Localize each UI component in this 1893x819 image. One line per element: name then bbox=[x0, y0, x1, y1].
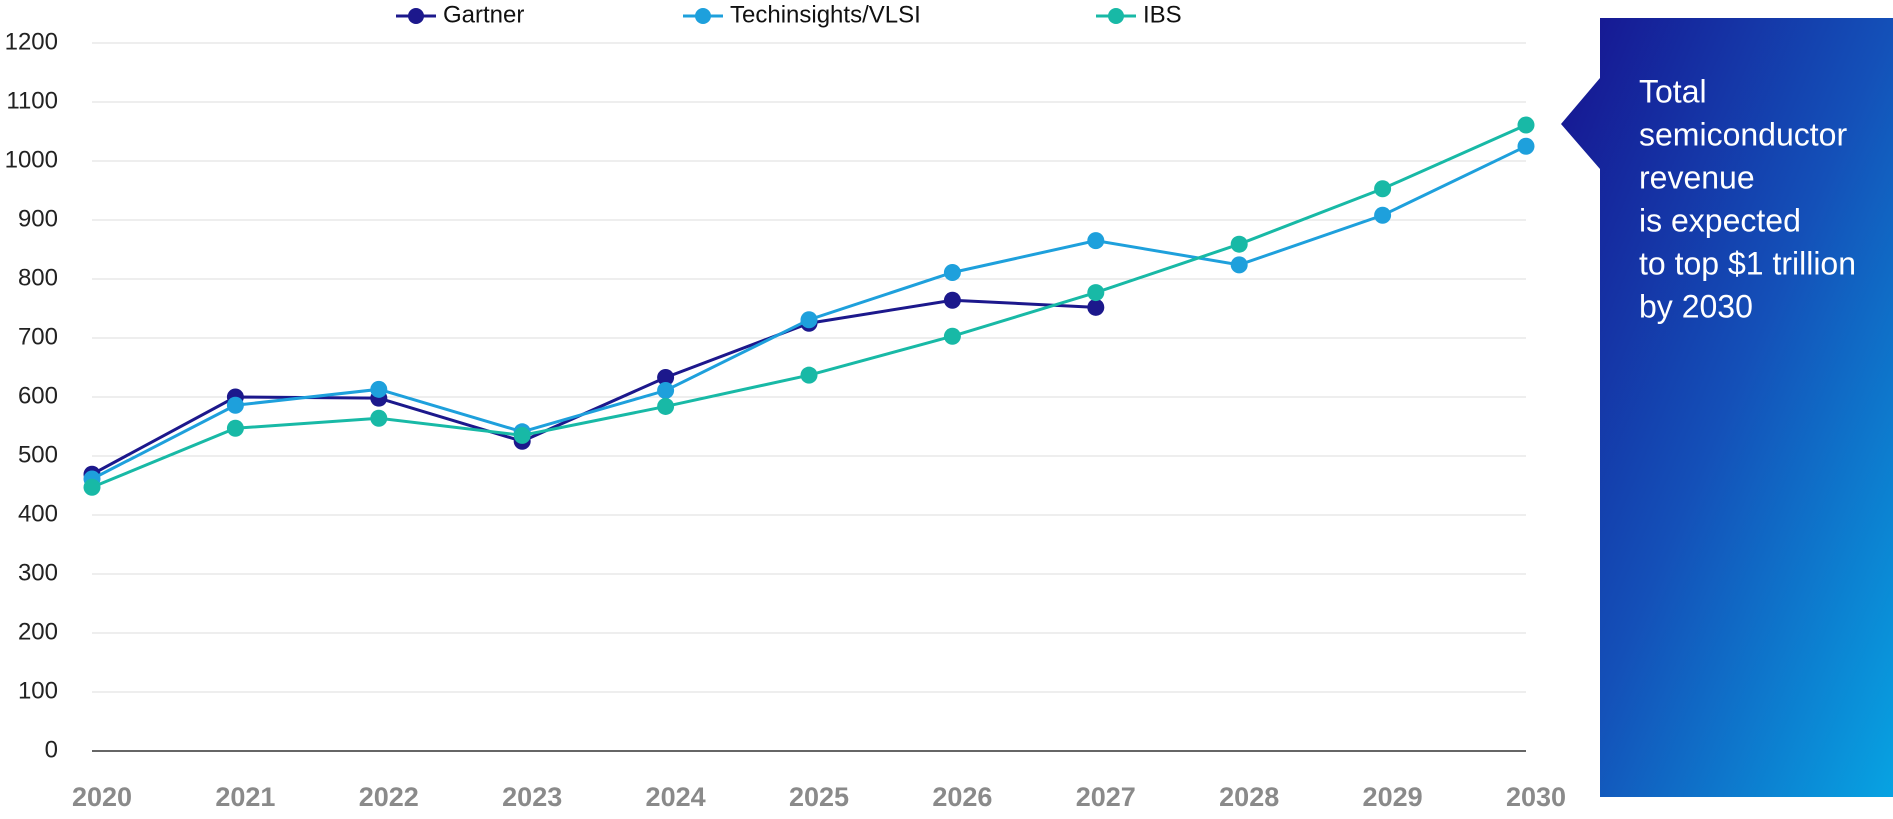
data-point bbox=[1517, 116, 1535, 134]
data-point bbox=[943, 291, 961, 309]
data-point bbox=[1374, 206, 1392, 224]
x-tick-label: 2030 bbox=[1506, 782, 1566, 812]
legend-label: Gartner bbox=[443, 1, 524, 28]
annotation-line: is expected bbox=[1639, 202, 1801, 238]
legend-marker bbox=[695, 8, 711, 24]
data-point bbox=[657, 369, 675, 387]
data-point bbox=[1230, 256, 1248, 274]
data-point bbox=[657, 382, 675, 400]
data-point bbox=[1230, 235, 1248, 253]
legend-label: IBS bbox=[1143, 1, 1182, 28]
data-point bbox=[943, 327, 961, 345]
data-point bbox=[226, 419, 244, 437]
callout-box bbox=[1561, 18, 1893, 797]
data-point bbox=[1087, 284, 1105, 302]
x-tick-label: 2029 bbox=[1363, 782, 1423, 812]
x-tick-label: 2028 bbox=[1219, 782, 1279, 812]
series-line bbox=[91, 123, 1527, 489]
y-tick-label: 1200 bbox=[5, 28, 58, 55]
x-tick-label: 2026 bbox=[932, 782, 992, 812]
x-tick-label: 2023 bbox=[502, 782, 562, 812]
data-point bbox=[1087, 298, 1105, 316]
x-tick-label: 2027 bbox=[1076, 782, 1136, 812]
annotation-line: Total bbox=[1639, 73, 1707, 109]
legend-label: Techinsights/VLSI bbox=[730, 1, 921, 28]
y-tick-label: 900 bbox=[18, 205, 58, 232]
data-point bbox=[800, 366, 818, 384]
y-tick-label: 1000 bbox=[5, 146, 58, 173]
data-point bbox=[83, 478, 101, 496]
data-point bbox=[1374, 180, 1392, 198]
x-tick-label: 2020 bbox=[72, 782, 132, 812]
data-point bbox=[943, 264, 961, 282]
x-tick-label: 2024 bbox=[646, 782, 706, 812]
y-tick-label: 0 bbox=[45, 736, 58, 763]
data-point bbox=[657, 397, 675, 415]
annotation-line: by 2030 bbox=[1639, 288, 1753, 324]
y-tick-label: 400 bbox=[18, 500, 58, 527]
data-point bbox=[370, 409, 388, 427]
y-tick-label: 700 bbox=[18, 323, 58, 350]
y-tick-label: 500 bbox=[18, 441, 58, 468]
y-tick-label: 800 bbox=[18, 264, 58, 291]
annotation-line: to top $1 trillion bbox=[1639, 245, 1856, 281]
data-point bbox=[370, 380, 388, 398]
y-tick-label: 200 bbox=[18, 618, 58, 645]
y-tick-label: 1100 bbox=[6, 87, 58, 114]
data-point bbox=[226, 396, 244, 414]
series-line bbox=[91, 298, 1096, 476]
x-tick-label: 2025 bbox=[789, 782, 849, 812]
y-tick-label: 100 bbox=[18, 677, 58, 704]
data-point bbox=[513, 426, 531, 444]
legend-marker bbox=[1108, 8, 1124, 24]
y-tick-label: 600 bbox=[18, 382, 58, 409]
annotation-line: semiconductor bbox=[1639, 116, 1847, 152]
y-tick-label: 300 bbox=[18, 559, 58, 586]
data-point bbox=[1517, 137, 1535, 155]
data-point bbox=[800, 311, 818, 329]
data-point bbox=[1087, 232, 1105, 250]
legend-marker bbox=[408, 8, 424, 24]
x-tick-label: 2021 bbox=[215, 782, 275, 812]
x-tick-label: 2022 bbox=[359, 782, 419, 812]
annotation-line: revenue bbox=[1639, 159, 1755, 195]
